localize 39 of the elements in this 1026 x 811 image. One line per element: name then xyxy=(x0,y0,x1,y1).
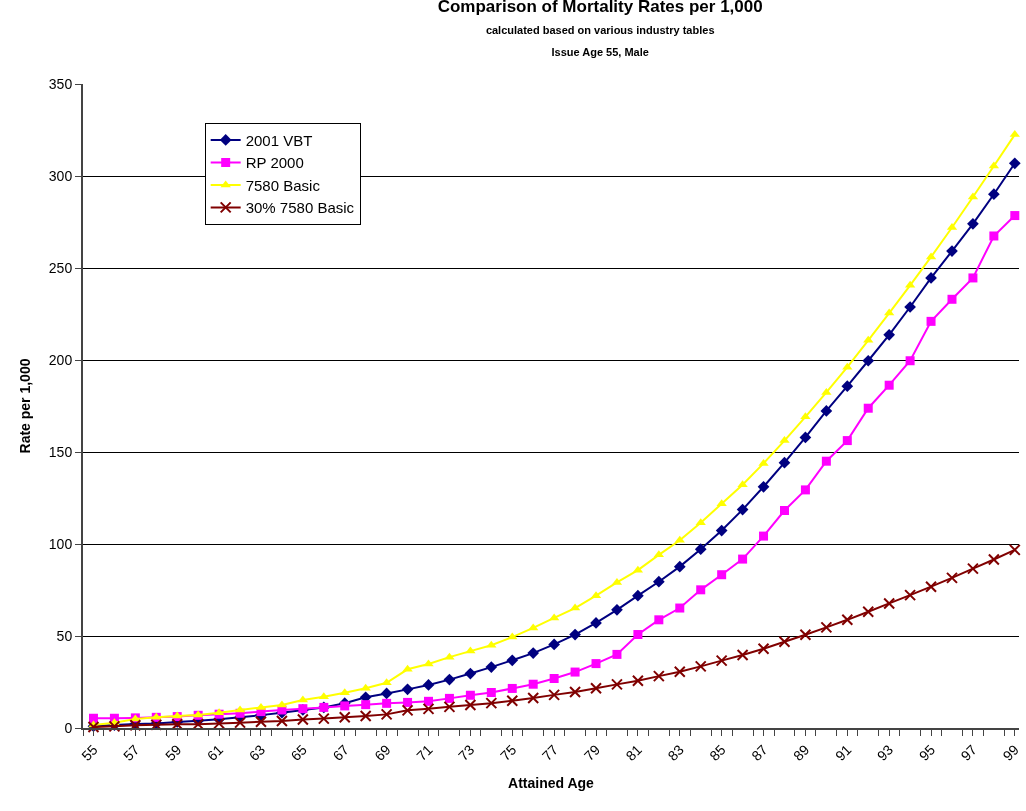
x-tick-label: 99 xyxy=(999,741,1023,764)
x-tick-label: 95 xyxy=(915,741,939,764)
x-tick-label: 87 xyxy=(748,741,771,764)
x-tick-label: 97 xyxy=(957,741,981,764)
chart-subtitle: calculated based on various industry tables Issue Age 55, Male xyxy=(485,24,715,59)
y-tick-label: 300 xyxy=(48,167,73,184)
x-tick-label: 63 xyxy=(245,741,269,764)
y-tick-label: 100 xyxy=(48,535,73,552)
x-axis-title: Attained Age xyxy=(508,774,595,791)
x-tick-label: 85 xyxy=(706,741,729,764)
legend-label: 30% 7580 Basic xyxy=(245,199,355,217)
x-tick-label: 91 xyxy=(832,741,855,764)
x-tick-label: 65 xyxy=(287,741,311,764)
x-tick-label: 93 xyxy=(873,741,897,764)
x-tick-label: 83 xyxy=(664,741,687,764)
legend-label: RP 2000 xyxy=(245,154,304,172)
x-tick-label: 69 xyxy=(371,741,394,764)
x-tick-label: 89 xyxy=(790,741,813,764)
x-tick-label: 55 xyxy=(78,741,101,764)
x-tick-label: 57 xyxy=(120,741,143,764)
y-tick-label: 50 xyxy=(56,627,73,644)
x-tick-label: 61 xyxy=(203,741,227,764)
y-tick-label: 150 xyxy=(48,443,73,460)
x-tick-label: 71 xyxy=(413,741,436,764)
y-tick-label: 350 xyxy=(48,75,73,92)
y-tick-label: 200 xyxy=(48,351,73,368)
x-tick-label: 75 xyxy=(497,741,520,764)
legend-label: 7580 Basic xyxy=(245,176,321,194)
chart-title: Comparison of Mortality Rates per 1,000 xyxy=(437,0,763,17)
x-tick-label: 79 xyxy=(580,741,604,764)
legend-label: 2001 VBT xyxy=(245,131,313,149)
y-tick-label: 250 xyxy=(48,259,73,276)
y-tick-label: 0 xyxy=(64,719,73,736)
x-tick-label: 59 xyxy=(161,741,185,764)
y-axis-title: Rate per 1,000 xyxy=(16,358,33,454)
x-tick-label: 73 xyxy=(455,741,478,764)
x-tick-label: 81 xyxy=(622,741,646,764)
x-tick-label: 77 xyxy=(538,741,562,764)
x-tick-label: 67 xyxy=(329,741,352,764)
